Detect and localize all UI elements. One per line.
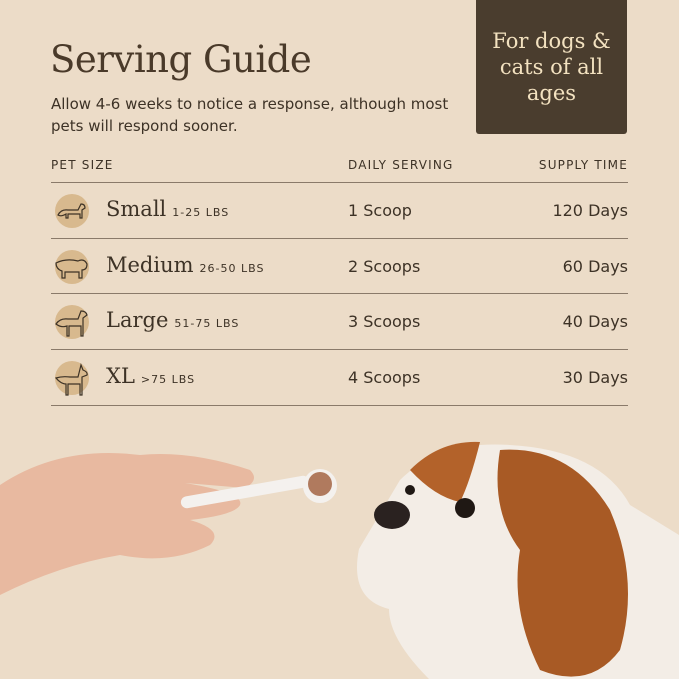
size-label: Small — [106, 197, 167, 221]
table-row: Small 1-25 LBS 1 Scoop 120 Days — [51, 183, 628, 238]
retriever-icon — [55, 305, 89, 339]
daily-serving: 3 Scoops — [348, 312, 421, 331]
weight-range: 1-25 LBS — [172, 206, 230, 219]
badge-text: For dogs & cats of all ages — [492, 29, 611, 105]
header-pet-size: PET SIZE — [51, 158, 114, 172]
divider — [51, 238, 628, 239]
daily-serving: 4 Scoops — [348, 368, 421, 387]
divider — [51, 293, 628, 294]
weight-range: 26-50 LBS — [199, 262, 265, 275]
size-label: Large — [106, 308, 169, 332]
divider — [51, 349, 628, 350]
page-title: Serving Guide — [50, 38, 312, 81]
hand-with-scoop — [0, 453, 337, 595]
supply-time: 60 Days — [562, 257, 628, 276]
divider — [51, 182, 628, 183]
table-row: Medium 26-50 LBS 2 Scoops 60 Days — [51, 239, 628, 294]
header-daily-serving: DAILY SERVING — [348, 158, 454, 172]
supply-time: 120 Days — [552, 201, 628, 220]
supply-time: 40 Days — [562, 312, 628, 331]
doberman-icon — [54, 361, 89, 396]
header-supply-time: SUPPLY TIME — [538, 158, 628, 172]
dachshund-icon — [55, 194, 89, 228]
bulldog-icon — [55, 250, 89, 284]
size-label: XL — [106, 364, 135, 388]
daily-serving: 2 Scoops — [348, 257, 421, 276]
size-label: Medium — [106, 253, 194, 277]
subtitle: Allow 4-6 weeks to notice a response, al… — [51, 95, 449, 135]
dog-and-scoop-photo — [0, 441, 679, 679]
weight-range: 51-75 LBS — [174, 317, 240, 330]
supply-time: 30 Days — [562, 368, 628, 387]
table-row: Large 51-75 LBS 3 Scoops 40 Days — [51, 294, 628, 349]
age-badge: For dogs & cats of all ages — [476, 0, 627, 134]
divider — [51, 405, 628, 406]
weight-range: >75 LBS — [140, 373, 196, 386]
dog — [357, 441, 679, 679]
table-row: XL >75 LBS 4 Scoops 30 Days — [51, 350, 628, 405]
daily-serving: 1 Scoop — [348, 201, 412, 220]
